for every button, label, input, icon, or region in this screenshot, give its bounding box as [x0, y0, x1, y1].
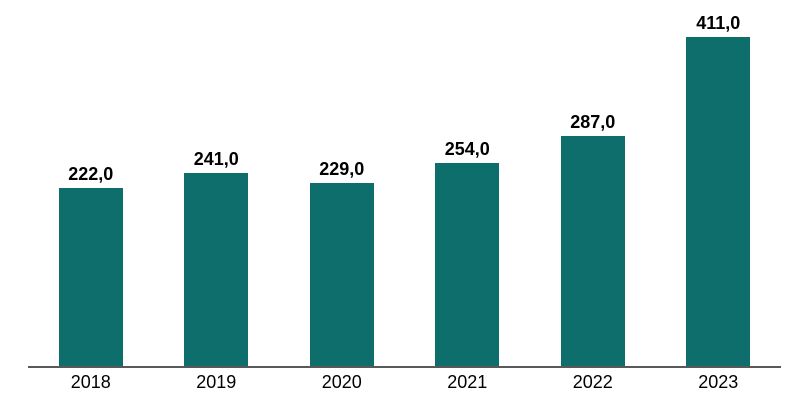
x-axis-label: 2019	[196, 372, 237, 392]
bar	[309, 183, 374, 366]
bar-value-label: 241,0	[193, 149, 239, 169]
bar	[184, 173, 249, 366]
x-axis-label: 2022	[572, 372, 613, 392]
bar-value-label: 229,0	[319, 159, 365, 179]
x-axis-label: 2018	[70, 372, 111, 392]
bar-value-label: 287,0	[570, 112, 616, 132]
bar-group: 229,0	[279, 0, 404, 366]
bar	[435, 163, 500, 366]
bar-group: 287,0	[530, 0, 655, 366]
bar	[58, 188, 123, 366]
bar-group: 241,0	[154, 0, 279, 366]
bar	[686, 37, 751, 366]
x-axis-label: 2020	[321, 372, 362, 392]
x-axis-label: 2021	[447, 372, 488, 392]
bar-value-label: 254,0	[444, 139, 490, 159]
bar-group: 254,0	[405, 0, 530, 366]
bar-group: 222,0	[28, 0, 153, 366]
plot-area: 222,0 241,0 229,0 254,0 287,0 411,0	[28, 0, 781, 368]
x-axis: 2018 2019 2020 2021 2022 2023	[28, 372, 781, 393]
bar-value-label: 222,0	[68, 164, 114, 184]
bar-value-label: 411,0	[696, 13, 741, 33]
bar-group: 411,0	[656, 0, 781, 366]
bar	[560, 136, 625, 366]
x-axis-label: 2023	[698, 372, 739, 392]
